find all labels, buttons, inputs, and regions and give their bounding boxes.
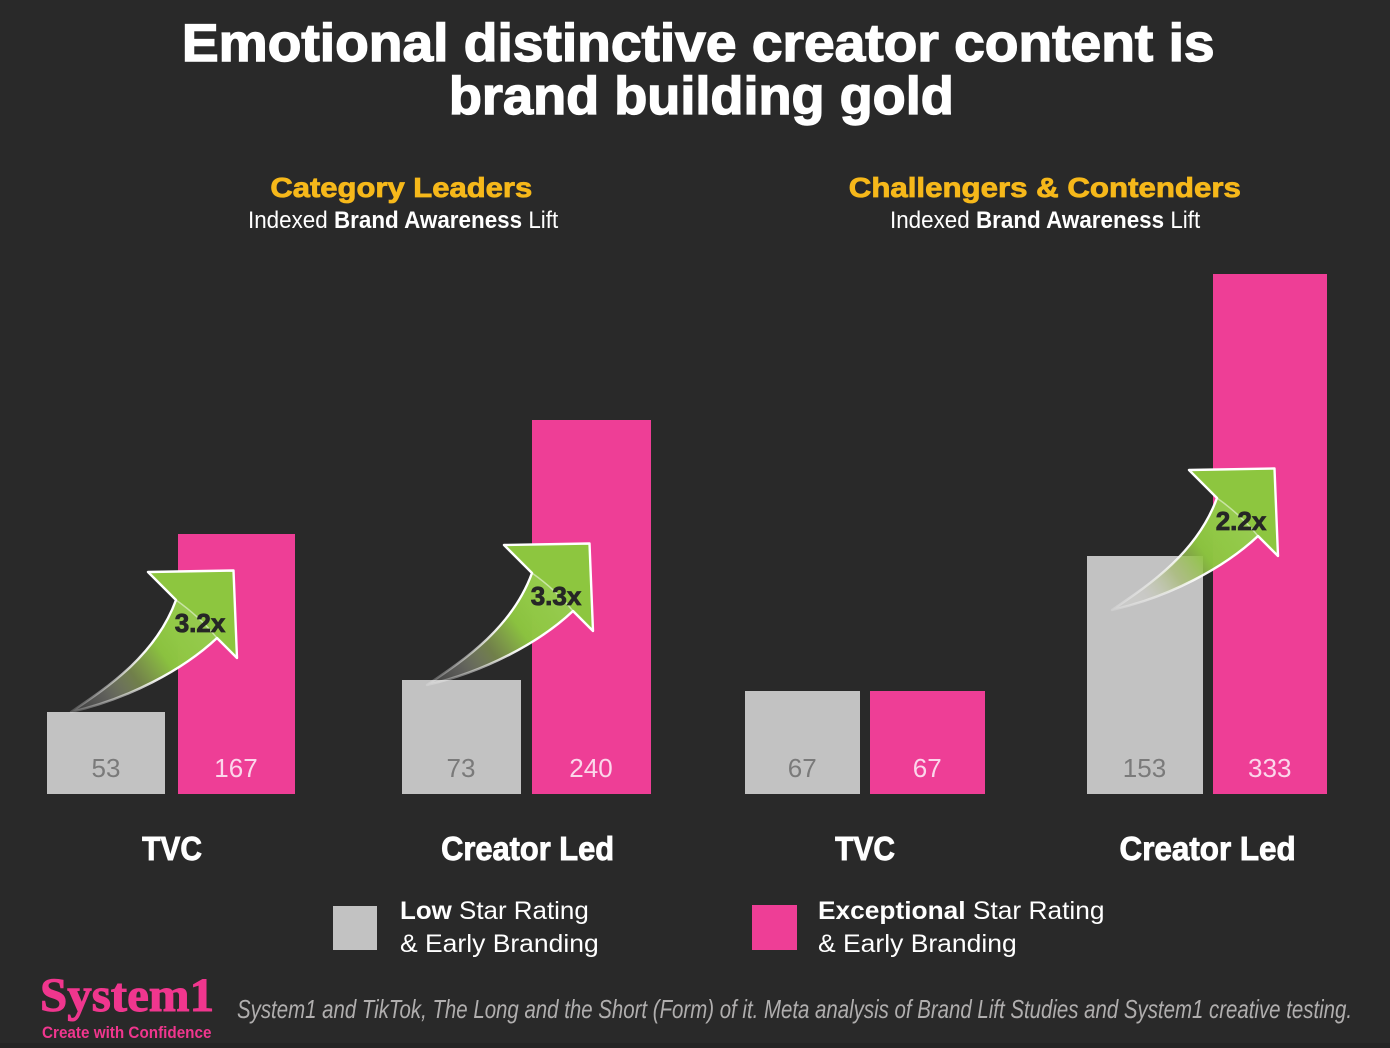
- svg-text:3.2x: 3.2x: [175, 608, 226, 638]
- svg-text:3.3x: 3.3x: [530, 581, 581, 611]
- svg-text:2.2x: 2.2x: [1215, 506, 1266, 536]
